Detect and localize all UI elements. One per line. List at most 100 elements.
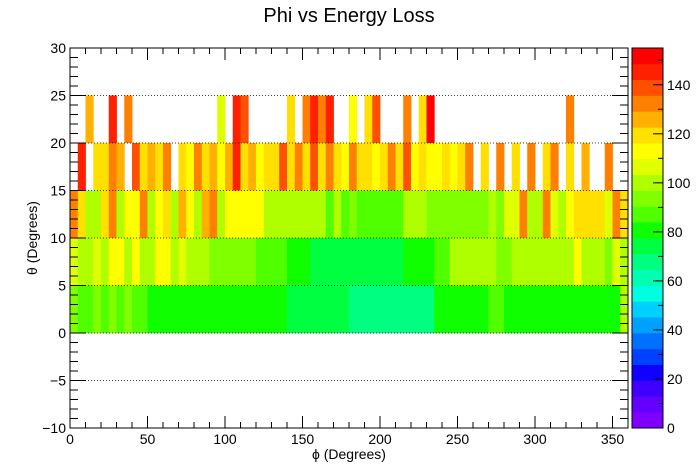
heatmap-cell (70, 190, 79, 238)
x-tick-label: 350 (601, 431, 625, 447)
color-bar-segment (632, 127, 663, 144)
heatmap-cell (108, 285, 117, 333)
y-tick-label: 0 (58, 325, 66, 341)
heatmap-cell (170, 190, 179, 238)
heatmap-cell (395, 143, 404, 191)
heatmap-cell (558, 190, 567, 238)
heatmap-cell (294, 143, 303, 191)
color-bar-segment (632, 412, 663, 429)
heatmap-cell (279, 143, 288, 191)
color-bar-tick-label: 20 (667, 371, 683, 387)
heatmap-cell (620, 285, 629, 333)
heatmap-cell (248, 238, 257, 286)
heatmap-cell (186, 238, 210, 286)
grid-lines (70, 95, 628, 381)
heatmap-cell (85, 95, 94, 143)
color-bar-segment (632, 190, 663, 207)
heatmap-cell (163, 190, 172, 238)
heatmap-cell (108, 238, 125, 286)
color-bar-segment (632, 111, 663, 128)
heatmap-cell (496, 190, 505, 238)
color-bar-segment (632, 222, 663, 239)
heatmap-cell (240, 95, 249, 143)
heatmap-cell (418, 143, 427, 191)
heatmap-cell (566, 190, 575, 238)
heatmap-cell (325, 190, 334, 238)
heatmap-cell (442, 143, 451, 191)
heatmap-cell (426, 95, 435, 143)
heatmap-cell (147, 143, 156, 191)
color-bar-segment (632, 95, 663, 112)
heatmap-cell (93, 143, 102, 191)
heatmap-cell (101, 238, 110, 286)
heatmap-cell (496, 238, 513, 286)
heatmap-cell (504, 285, 621, 333)
heatmap-cell (310, 95, 319, 143)
y-tick-label: 25 (50, 88, 66, 104)
color-bar-tick-label: 0 (667, 420, 675, 436)
heatmap-cell (217, 95, 226, 143)
heatmap-cell (511, 238, 575, 286)
heatmap-cell (496, 143, 505, 191)
heatmap-cell (527, 190, 544, 238)
heatmap-cell (155, 238, 172, 286)
color-bar-segment (632, 79, 663, 96)
heatmap-cell (325, 143, 334, 191)
heatmap-cell (418, 95, 427, 143)
heatmap-cell (449, 143, 458, 191)
color-bar-tick-label: 80 (667, 224, 683, 240)
heatmap-cell (240, 143, 249, 191)
heatmap-cell (387, 143, 396, 191)
color-bar-tick-label: 100 (667, 175, 691, 191)
color-bar-tick-label: 120 (667, 126, 691, 142)
heatmap-cell (341, 143, 350, 191)
color-bar-segment (632, 380, 663, 397)
heatmap-cell (77, 190, 86, 238)
heatmap-cell (256, 238, 288, 286)
heatmap-cell (116, 143, 125, 191)
heatmap-cell (77, 143, 86, 191)
heatmap-cell (356, 143, 373, 191)
y-tick-label: 30 (50, 40, 66, 56)
y-tick-label: 10 (50, 230, 66, 246)
heatmap-cell (426, 143, 443, 191)
heatmap-cell (620, 238, 629, 286)
heatmap-cell (302, 95, 311, 143)
heatmap-cell (201, 143, 210, 191)
heatmap-cell (504, 190, 520, 238)
heatmap-cell (581, 238, 606, 286)
heatmap-cell (310, 238, 404, 286)
color-bar-segment (632, 333, 663, 350)
heatmap-cell (519, 190, 528, 238)
heatmap-cell (101, 285, 110, 333)
heatmap-cell (124, 238, 133, 286)
heatmap-cell (542, 143, 551, 191)
heatmap-cell (488, 190, 497, 238)
heatmap-cell (287, 143, 296, 191)
y-tick-label: 5 (58, 278, 66, 294)
heatmap-cell (232, 143, 241, 191)
heatmap-cell (124, 285, 133, 333)
heatmap-cell (480, 143, 489, 191)
color-bar-segment (632, 158, 663, 176)
heatmap-cell (93, 285, 102, 333)
heatmap-cell (225, 190, 265, 238)
heatmap-cell (108, 143, 117, 191)
color-bar-segment (632, 269, 663, 286)
heatmap-cell (511, 143, 520, 191)
color-bar-segment (632, 238, 663, 255)
color-bar-segment (632, 348, 663, 366)
x-tick-label: 50 (140, 431, 156, 447)
heatmap-cell (263, 143, 280, 191)
heatmap-cell (349, 190, 358, 238)
heatmap-cell (155, 190, 164, 238)
heatmap-cell (620, 190, 629, 238)
x-tick-label: 300 (523, 431, 547, 447)
heatmap-cell (186, 190, 195, 238)
heatmap-cell (349, 95, 358, 143)
heatmap-cell (403, 190, 427, 238)
heatmap-cell (194, 190, 203, 238)
heatmap-cell (457, 143, 466, 191)
heatmap-cell (101, 143, 110, 191)
chart-title: Phi vs Energy Loss (263, 5, 434, 27)
